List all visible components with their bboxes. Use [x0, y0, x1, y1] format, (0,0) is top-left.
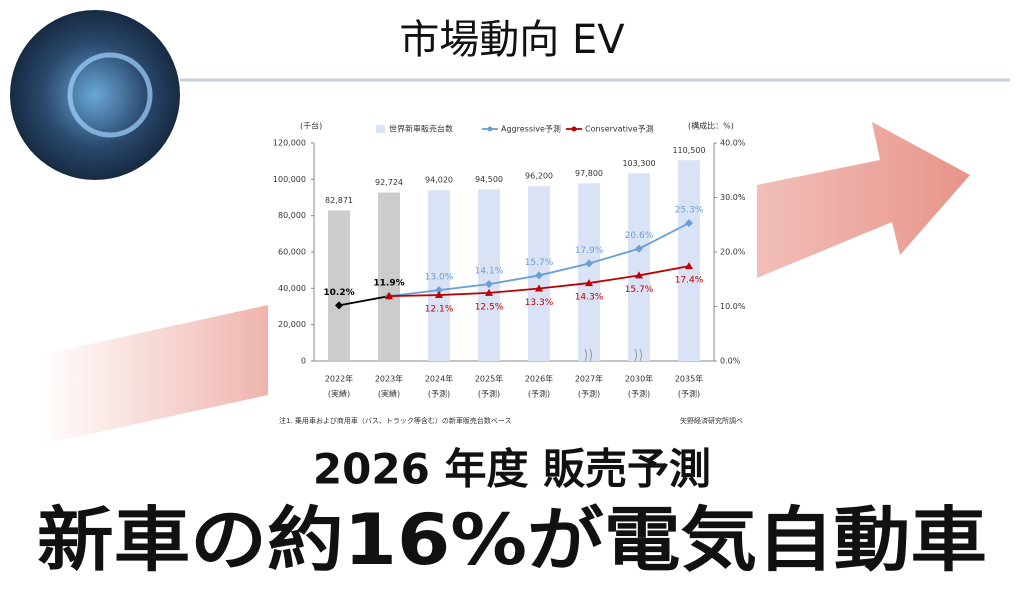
x-tick-label: 2023年 [375, 374, 403, 384]
legend-label: Aggressive予測 [501, 124, 561, 134]
photo-ring [67, 52, 153, 138]
line-marker [485, 280, 493, 289]
x-tick-sublabel: (実績) [328, 389, 350, 399]
line-marker [685, 219, 693, 228]
x-tick-label: 2022年 [325, 374, 353, 384]
x-tick-sublabel: (予測) [528, 389, 550, 399]
photo-circle [10, 10, 180, 180]
legend-label: Conservative予測 [585, 124, 654, 134]
x-tick-sublabel: (予測) [428, 389, 450, 399]
chart: (千台) (構成比：%) 0 20,000 40,000 60,000 80,000 100,… [273, 121, 746, 426]
bar [628, 173, 650, 361]
legend-marker [571, 126, 577, 132]
line-marker [585, 259, 593, 268]
axis-break [584, 348, 592, 362]
x-tick-label: 2026年 [525, 374, 553, 384]
y-tick-label: 80,000 [278, 211, 306, 220]
line-marker [635, 244, 643, 253]
x-tick-label: 2025年 [475, 374, 503, 384]
line-marker [485, 288, 493, 296]
x-tick-label: 2030年 [625, 374, 653, 384]
y-tick-label: 0 [301, 357, 306, 366]
bar-label: 82,871 [325, 196, 353, 205]
y2-unit: (構成比：%) [688, 121, 734, 131]
footnote: 注1. 乗用車および商用車（バス、トラック等含む）の新車販売台数ベース [279, 416, 512, 425]
y2-tick-label: 10.0% [720, 302, 746, 311]
line-marker [335, 301, 343, 310]
point-label: 13.3% [525, 298, 554, 308]
point-label: 14.3% [575, 293, 604, 303]
point-label: 11.9% [373, 279, 404, 289]
point-label: 17.9% [575, 246, 604, 256]
x-tick-sublabel: (予測) [678, 389, 700, 399]
axis-break [634, 348, 642, 362]
headline-main: 新車の約16%が電気自動車 [37, 499, 987, 581]
line-marker [385, 292, 393, 300]
series-line [338, 295, 390, 307]
x-tick-label: 2027年 [575, 374, 603, 384]
x-tick-label: 2024年 [425, 374, 453, 384]
arrow-deco [757, 122, 970, 278]
line-marker [435, 286, 443, 295]
x-tick-sublabel: (実績) [378, 389, 400, 399]
bar-label: 94,020 [425, 176, 453, 185]
line-marker [685, 262, 693, 270]
point-label: 15.7% [525, 258, 554, 268]
y-tick-label: 20,000 [278, 320, 306, 329]
y2-tick-label: 30.0% [720, 193, 746, 202]
point-label: 12.5% [475, 302, 504, 312]
y-tick-label: 100,000 [273, 175, 306, 184]
point-label: 17.4% [675, 276, 704, 286]
line-marker [435, 291, 443, 299]
y-unit: (千台) [300, 121, 322, 131]
bar [378, 192, 400, 361]
bar-label: 94,500 [475, 175, 503, 184]
bar-label: 92,724 [375, 178, 403, 187]
y2-tick-label: 20.0% [720, 248, 746, 257]
x-tick-label: 2035年 [675, 374, 703, 384]
y2-tick-label: 40.0% [720, 139, 746, 148]
point-label: 15.7% [625, 285, 654, 295]
point-label: 14.1% [475, 267, 504, 277]
bar [428, 190, 450, 361]
bar-label: 97,800 [575, 169, 603, 178]
legend-label: 世界新車販売台数 [389, 124, 453, 134]
x-tick-sublabel: (予測) [628, 389, 650, 399]
source: 矢野経済研究所調べ [680, 416, 743, 425]
y-tick-label: 120,000 [273, 139, 306, 148]
bar-label: 110,500 [672, 146, 705, 155]
line-marker [535, 271, 543, 280]
point-label: 20.6% [625, 231, 654, 241]
bar-label: 96,200 [525, 172, 553, 181]
line-marker [535, 284, 543, 292]
headline-sub: 2026 年度 販売予測 [313, 445, 711, 494]
x-tick-sublabel: (予測) [478, 389, 500, 399]
slide-title: 市場動向 EV [399, 17, 625, 63]
legend-swatch [376, 125, 385, 133]
point-label: 12.1% [425, 305, 454, 315]
bar [328, 210, 350, 361]
bar [678, 160, 700, 361]
bar [578, 183, 600, 361]
point-label: 25.3% [675, 206, 704, 216]
x-tick-sublabel: (予測) [578, 389, 600, 399]
point-label: 10.2% [323, 288, 354, 298]
y-tick-label: 40,000 [278, 284, 306, 293]
bar [478, 189, 500, 361]
legend-marker [487, 126, 493, 132]
point-label: 13.0% [425, 273, 454, 283]
arrow-deco [40, 305, 268, 445]
y-tick-label: 60,000 [278, 248, 306, 257]
y2-tick-label: 0.0% [720, 357, 741, 366]
line-marker [585, 279, 593, 287]
bar-label: 103,300 [622, 159, 655, 168]
line-marker [635, 271, 643, 279]
